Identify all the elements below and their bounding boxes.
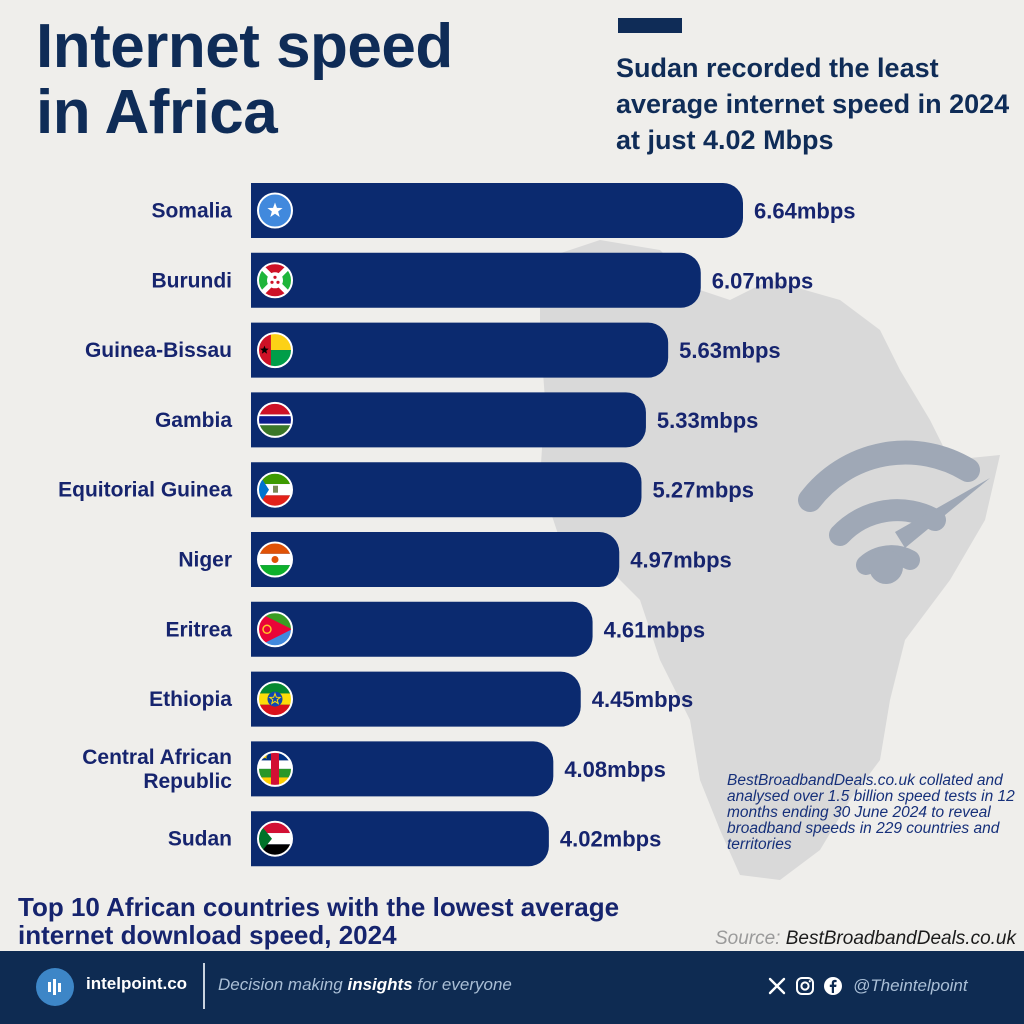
value-label: 4.08mbps [564, 757, 666, 782]
facebook-icon[interactable] [823, 976, 843, 996]
equatorial-guinea-flag-icon [257, 471, 293, 508]
bar-9 [251, 811, 549, 867]
category-label: Eritrea [165, 618, 232, 641]
bar-7 [251, 671, 581, 727]
niger-flag-icon [257, 541, 293, 578]
category-label: Republic [143, 770, 232, 793]
value-label: 6.07mbps [712, 268, 814, 293]
social-handle[interactable]: @Theintelpoint [853, 976, 968, 995]
bar-4 [251, 462, 642, 518]
subtitle: Sudan recorded the least average interne… [616, 53, 1010, 155]
category-label: Burundi [152, 269, 232, 292]
x-icon[interactable] [767, 976, 787, 996]
bar-6 [251, 601, 593, 657]
title-line-1: Internet speed [36, 12, 453, 81]
eritrea-flag-icon [257, 611, 293, 648]
intelpoint-logo-icon[interactable] [36, 968, 74, 1006]
footer-divider [203, 963, 205, 1009]
social-links: @Theintelpoint [767, 973, 968, 999]
source-prefix: Source: [714, 928, 781, 949]
value-label: 5.63mbps [679, 338, 781, 363]
source-credit: Source: BestBroadbandDeals.co.uk [715, 928, 1016, 950]
tagline-start: Decision making [218, 975, 343, 994]
brand-name[interactable]: intelpoint.co [86, 974, 188, 993]
bar-0 [251, 183, 743, 238]
bar-3 [251, 392, 646, 448]
value-label: 5.33mbps [657, 408, 759, 433]
category-label: Equitorial Guinea [58, 479, 232, 502]
burundi-flag-icon [257, 262, 293, 299]
page-title: Internet speed in Africa [36, 14, 453, 146]
category-label: Somalia [151, 200, 232, 223]
footer-bar: intelpoint.co Decision making insights f… [0, 951, 1024, 1024]
accent-bar [618, 18, 682, 33]
value-label: 5.27mbps [652, 478, 754, 503]
value-label: 6.64mbps [754, 199, 856, 224]
somalia-flag-icon [257, 192, 293, 229]
title-line-2: in Africa [36, 78, 278, 147]
source-name: BestBroadbandDeals.co.uk [785, 928, 1016, 949]
value-label: 4.61mbps [604, 617, 706, 642]
sudan-flag-icon [257, 820, 293, 857]
category-label: Guinea-Bissau [85, 339, 232, 362]
chart-caption: Top 10 African countries with the lowest… [18, 892, 620, 950]
ethiopia-flag-icon [257, 681, 293, 718]
value-label: 4.02mbps [560, 827, 662, 852]
tagline-end: for everyone [417, 975, 512, 994]
category-label: Central African [82, 746, 232, 769]
category-label: Niger [178, 549, 232, 572]
tagline: Decision making insights for everyone [218, 975, 512, 995]
category-label: Ethiopia [149, 688, 232, 711]
central-african-republic-flag-icon [257, 750, 293, 787]
guinea-bissau-flag-icon [257, 332, 293, 369]
bar-8 [251, 741, 554, 797]
bar-5 [251, 532, 620, 587]
category-label: Sudan [168, 828, 232, 851]
category-label: Gambia [155, 409, 232, 432]
instagram-icon[interactable] [795, 976, 815, 996]
value-label: 4.97mbps [630, 548, 732, 573]
bar-2 [251, 322, 669, 378]
bar-1 [251, 252, 701, 308]
gambia-flag-icon [257, 401, 293, 438]
tagline-bold: insights [347, 975, 413, 994]
methodology-note: BestBroadbandDeals.co.uk collated and an… [727, 772, 1015, 853]
value-label: 4.45mbps [592, 687, 694, 712]
